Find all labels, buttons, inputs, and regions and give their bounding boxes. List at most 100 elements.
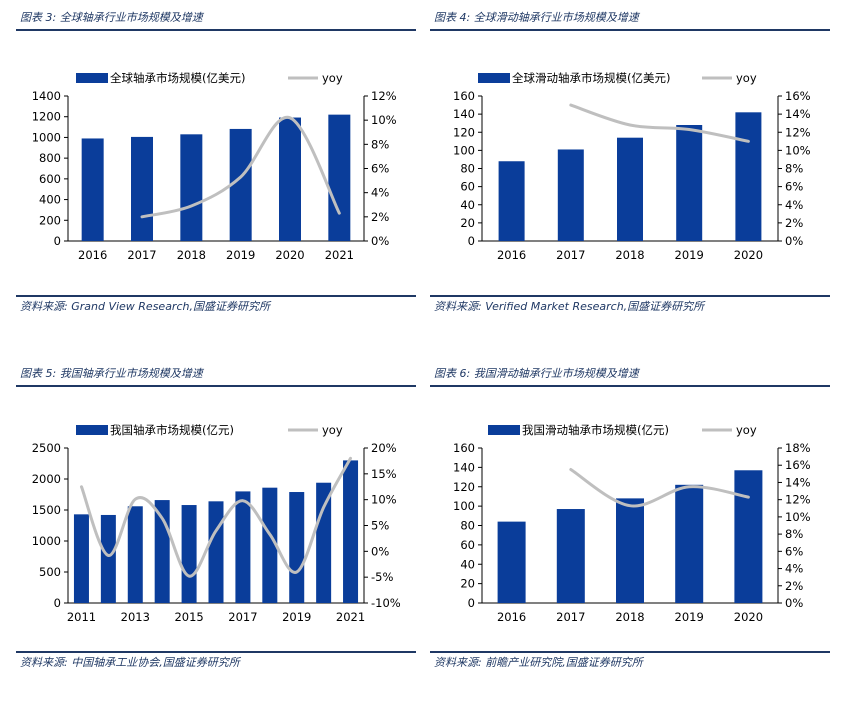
source-rule [430, 295, 830, 297]
y-right-tick-label: 10% [785, 143, 811, 157]
y-left-tick-label: 600 [39, 172, 61, 186]
y-right-tick-label: 0% [371, 544, 389, 558]
y-left-tick-label: 60 [460, 538, 475, 552]
bar [616, 498, 644, 603]
y-left-tick-label: 160 [453, 441, 475, 455]
x-tick-label: 2017 [228, 610, 257, 624]
y-right-tick-label: 2% [371, 210, 389, 224]
legend-bar-swatch [488, 425, 520, 435]
bar [328, 114, 351, 241]
figure-caption: 图表 3: 全球轴承行业市场规模及增速 [20, 11, 203, 24]
y-left-tick-label: 1200 [32, 110, 61, 124]
y-right-tick-label: 0% [371, 234, 389, 248]
x-tick-label: 2021 [325, 248, 354, 262]
y-right-tick-label: -10% [371, 596, 401, 610]
y-left-tick-label: 800 [39, 151, 61, 165]
x-tick-label: 2013 [121, 610, 150, 624]
x-tick-label: 2011 [67, 610, 96, 624]
source-note: 资料来源: 中国轴承工业协会,国盛证券研究所 [20, 656, 240, 669]
yoy-line [140, 116, 341, 219]
y-left-tick-label: 200 [39, 213, 61, 227]
y-right-tick-label: 0% [785, 234, 803, 248]
y-left-tick-label: 0 [54, 234, 61, 248]
y-right-tick-label: 18% [785, 441, 811, 455]
y-right-tick-label: 14% [785, 107, 811, 121]
y-right-tick-label: -5% [371, 570, 393, 584]
bar [497, 521, 526, 603]
y-left-tick-label: 1500 [32, 503, 61, 517]
y-right-tick-label: 6% [371, 162, 389, 176]
source-rule [16, 295, 416, 297]
y-right-tick-label: 2% [785, 216, 803, 230]
y-right-tick-label: 4% [371, 186, 389, 200]
y-left-tick-label: 400 [39, 193, 61, 207]
bar [154, 500, 170, 603]
bar [498, 161, 525, 241]
y-left-tick-label: 1000 [32, 534, 61, 548]
yoy-line [80, 456, 352, 578]
y-left-tick-label: 2000 [32, 472, 61, 486]
legend-bar-label: 我国滑动轴承市场规模(亿元) [522, 423, 669, 437]
legend-bar-swatch [76, 73, 108, 83]
x-tick-label: 2016 [497, 610, 526, 624]
x-tick-label: 2017 [556, 248, 585, 262]
y-right-tick-label: 12% [785, 125, 811, 139]
legend-line-label: yoy [322, 423, 343, 437]
y-left-tick-label: 80 [460, 519, 475, 533]
y-right-tick-label: 14% [785, 475, 811, 489]
y-left-tick-label: 80 [460, 162, 475, 176]
y-right-tick-label: 16% [785, 458, 811, 472]
x-tick-label: 2020 [275, 248, 304, 262]
figure-panel-5: 图表 5: 我国轴承行业市场规模及增速 0 500 1000 1500 2000 2500… [16, 360, 416, 690]
chart-global-bearing: 0 200 400 600 800 1000 1200 1400 0% 2% 4% 6% 8% 10% 12… [32, 71, 397, 262]
x-tick-label: 2018 [615, 248, 644, 262]
yoy-line [569, 468, 750, 508]
y-right-tick-label: 16% [785, 89, 811, 103]
source-rule [16, 651, 416, 653]
bar [180, 134, 203, 241]
bar [73, 514, 89, 603]
figure-caption: 图表 4: 全球滑动轴承行业市场规模及增速 [434, 11, 639, 24]
bar [289, 492, 305, 603]
y-right-tick-label: 6% [785, 544, 803, 558]
y-left-tick-label: 140 [453, 460, 475, 474]
figure-panel-6: 图表 6: 我国滑动轴承行业市场规模及增速 0 20 40 60 80 100 120 140… [430, 360, 830, 690]
legend-line-label: yoy [322, 71, 343, 85]
legend-bar-swatch [76, 425, 108, 435]
y-left-tick-label: 160 [453, 89, 475, 103]
chart-china-sliding-bearing: 0 20 40 60 80 100 120 140 160 0% 2% 4% 6% 8% 10% 12% 14%… [453, 423, 811, 624]
y-left-tick-label: 20 [460, 216, 475, 230]
y-left-tick-label: 40 [460, 557, 475, 571]
bar [181, 505, 197, 603]
y-right-tick-label: 6% [785, 180, 803, 194]
x-tick-label: 2016 [78, 248, 107, 262]
y-right-tick-label: 5% [371, 519, 389, 533]
bar [235, 491, 251, 603]
y-right-tick-label: 12% [785, 493, 811, 507]
legend-bar-label: 全球滑动轴承市场规模(亿美元) [512, 71, 670, 85]
x-tick-label: 2019 [282, 610, 311, 624]
x-tick-label: 2019 [675, 248, 704, 262]
bar [617, 137, 643, 241]
y-right-tick-label: 12% [371, 89, 397, 103]
y-right-tick-label: 8% [785, 527, 803, 541]
y-right-tick-label: 4% [785, 562, 803, 576]
legend-bar-label: 全球轴承市场规模(亿美元) [110, 71, 245, 85]
y-left-tick-label: 100 [453, 143, 475, 157]
yoy-line [569, 103, 750, 143]
y-left-tick-label: 1000 [32, 130, 61, 144]
bar [81, 138, 104, 241]
figure-panel-4: 图表 4: 全球滑动轴承行业市场规模及增速 0 20 40 60 80 100 120 140… [430, 0, 830, 320]
figure-caption: 图表 6: 我国滑动轴承行业市场规模及增速 [434, 367, 639, 380]
bar [556, 509, 585, 603]
bar [316, 482, 332, 603]
bar [343, 460, 359, 603]
bar [208, 501, 224, 603]
y-right-tick-label: 20% [371, 441, 397, 455]
x-tick-label: 2016 [497, 248, 526, 262]
bar [676, 125, 703, 241]
y-right-tick-label: 15% [371, 467, 397, 481]
chart-global-sliding-bearing: 0 20 40 60 80 100 120 140 160 0% 2% 4% 6% 8% 10% 12% 14%… [453, 71, 811, 262]
x-tick-label: 2020 [734, 248, 763, 262]
y-right-tick-label: 10% [371, 113, 397, 127]
